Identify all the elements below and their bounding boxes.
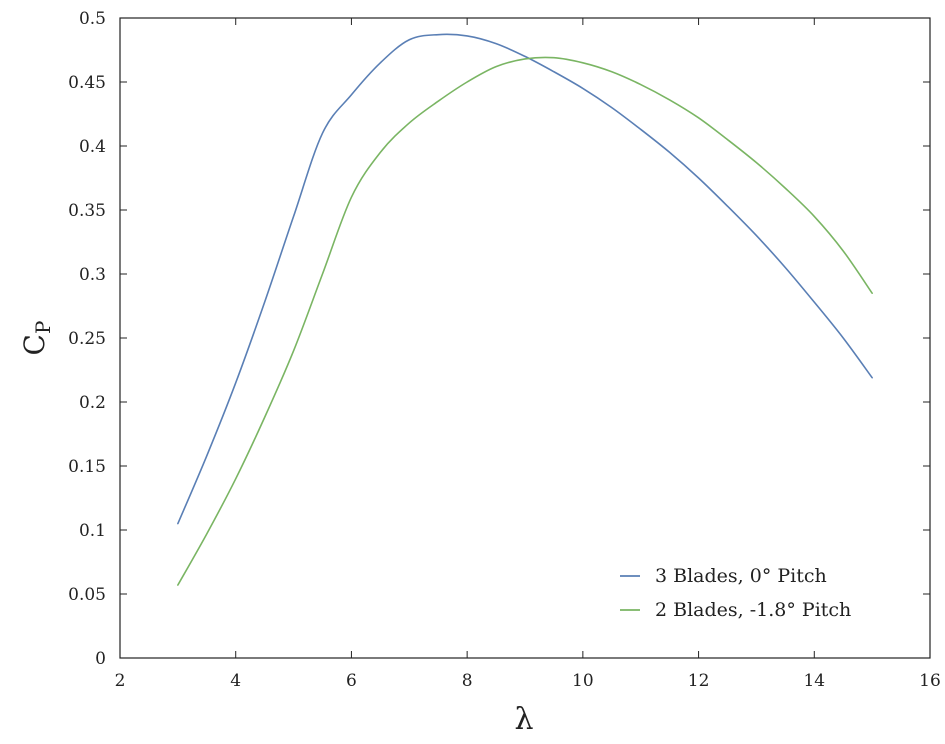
y-tick-label: 0.15: [68, 457, 106, 477]
x-tick-label: 14: [803, 671, 825, 691]
x-tick-label: 16: [919, 671, 941, 691]
y-tick-label: 0: [95, 649, 106, 669]
y-tick-label: 0.3: [79, 265, 106, 285]
y-tick-label: 0.35: [68, 201, 106, 221]
series-line-2: [177, 56, 873, 586]
x-tick-label: 6: [346, 671, 357, 691]
x-tick-label: 2: [115, 671, 126, 691]
x-tick-label: 12: [688, 671, 710, 691]
y-axis-label: CP: [18, 321, 55, 356]
y-axis-label-main: C: [18, 334, 51, 355]
y-tick-label: 0.5: [79, 9, 106, 29]
plot-frame: [119, 17, 931, 659]
x-tick-label: 8: [462, 671, 473, 691]
x-tick-label: 10: [572, 671, 594, 691]
x-axis-label: λ: [514, 702, 533, 737]
legend-label-1: 3 Blades, 0° Pitch: [655, 565, 827, 587]
y-tick-label: 0.25: [68, 329, 106, 349]
x-tick-label: 4: [230, 671, 241, 691]
legend-label-2: 2 Blades, -1.8° Pitch: [655, 599, 851, 621]
series-line-1: [177, 33, 873, 525]
y-tick-label: 0.45: [68, 73, 106, 93]
y-tick-label: 0.2: [79, 393, 106, 413]
y-tick-label: 0.1: [79, 521, 106, 541]
y-axis-label-subscript: P: [31, 321, 55, 334]
y-tick-label: 0.05: [68, 585, 106, 605]
y-tick-label: 0.4: [79, 137, 106, 157]
